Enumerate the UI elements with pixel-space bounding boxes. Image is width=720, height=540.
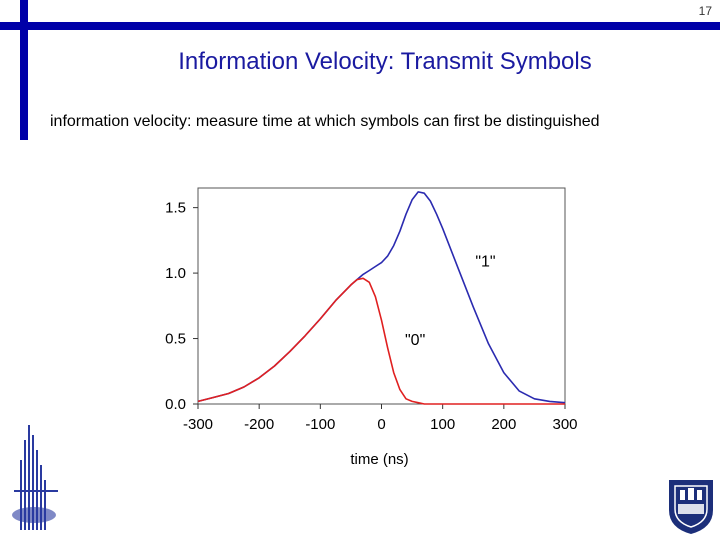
series-line-0 — [197, 191, 566, 404]
annotations-layer: "1" "0" — [405, 254, 496, 350]
series-line-1 — [197, 277, 565, 405]
x-tick-label: -300 — [183, 416, 213, 433]
y-tick-label: 1.0 — [165, 265, 186, 282]
x-tick-label: 300 — [552, 416, 577, 433]
page-number: 17 — [698, 4, 712, 18]
university-crest-logo — [669, 480, 713, 534]
slide-accent-horizontal-bar — [0, 22, 720, 30]
series-annotation: "0" — [405, 332, 425, 349]
y-tick-label: 0.0 — [165, 396, 186, 413]
slide-accent-vertical-bar — [20, 0, 28, 140]
x-tick-label: 0 — [377, 416, 385, 433]
series-layer — [197, 191, 566, 405]
series-annotation: "1" — [475, 254, 495, 271]
x-tick-label: 100 — [430, 416, 455, 433]
x-tick-label: 200 — [491, 416, 516, 433]
y-tick-label: 1.5 — [165, 200, 186, 217]
plot-frame — [197, 187, 566, 405]
slide-title: Information Velocity: Transmit Symbols — [178, 48, 592, 75]
x-tick-label: -100 — [305, 416, 335, 433]
x-axis-label: time (ns) — [350, 451, 408, 468]
slide-subtitle: information velocity: measure time at wh… — [50, 113, 600, 130]
x-tick-label: -200 — [244, 416, 274, 433]
y-tick-label: 0.5 — [165, 331, 186, 348]
waveform-logo — [12, 425, 58, 530]
axis-ticks: -300 -200 -100 0 100 200 300 0.0 0.5 1.0 1.5 — [165, 200, 577, 433]
